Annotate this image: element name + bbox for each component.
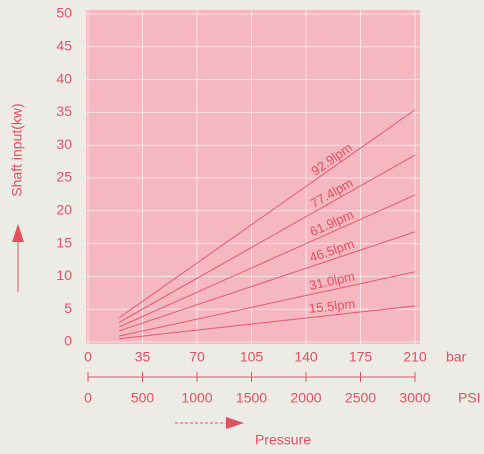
- x-unit: bar: [446, 349, 467, 365]
- y-tick-label: 45: [56, 38, 72, 54]
- y-tick-label: 25: [56, 169, 72, 185]
- x2-tick-label: 1500: [236, 390, 267, 406]
- series-line: [118, 154, 416, 323]
- y-tick-label: 0: [64, 333, 72, 349]
- x2-tick-label: 1000: [181, 390, 212, 406]
- x2-unit: PSI: [458, 390, 481, 406]
- x2-tick-label: 2500: [345, 390, 376, 406]
- x2-tick-label: 0: [84, 390, 92, 406]
- x-tick-label: 0: [84, 349, 92, 365]
- series-line: [119, 271, 416, 337]
- x-axis-label: Pressure: [255, 432, 311, 448]
- plot-area: [86, 10, 420, 344]
- series-line: [118, 194, 416, 328]
- x-tick-label: 140: [294, 349, 318, 365]
- x-tick-label: 175: [349, 349, 373, 365]
- y-tick-label: 35: [56, 103, 72, 119]
- y-tick-label: 5: [64, 300, 72, 316]
- series-line: [119, 305, 416, 340]
- arrow-head: [226, 417, 244, 429]
- y-tick-label: 30: [56, 136, 72, 152]
- x2-tick-label: 2000: [290, 390, 321, 406]
- y-tick-label: 15: [56, 234, 72, 250]
- series-line: [118, 231, 416, 332]
- y-axis-label: Shaft input(kw): [9, 103, 25, 196]
- x-tick-label: 70: [189, 349, 205, 365]
- x-tick-label: 35: [135, 349, 151, 365]
- series-line: [118, 109, 416, 319]
- y-tick-label: 10: [56, 267, 72, 283]
- x-tick-label: 105: [240, 349, 264, 365]
- x-tick-label: 210: [403, 349, 427, 365]
- y-tick-label: 40: [56, 70, 72, 86]
- y-tick-label: 20: [56, 202, 72, 218]
- y-tick-label: 50: [56, 5, 72, 21]
- arrow-head: [12, 224, 24, 242]
- series-label: 15.5lpm: [308, 296, 356, 316]
- x2-tick-label: 3000: [399, 390, 430, 406]
- x2-tick-label: 500: [131, 390, 155, 406]
